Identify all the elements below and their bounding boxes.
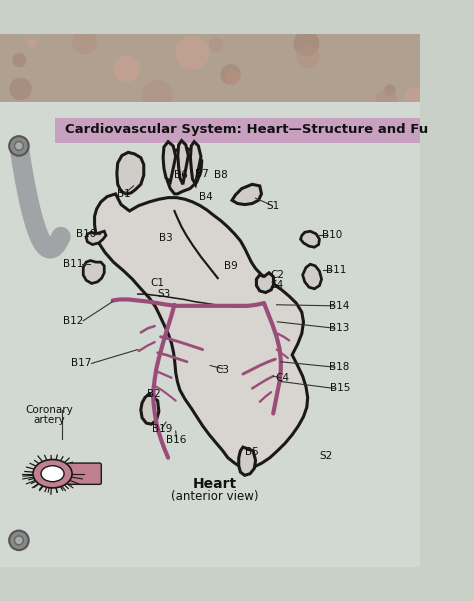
FancyBboxPatch shape xyxy=(0,103,420,567)
Text: B12: B12 xyxy=(64,316,84,326)
Circle shape xyxy=(9,136,28,156)
Text: B4: B4 xyxy=(199,192,213,201)
Text: S3: S3 xyxy=(157,288,171,299)
Polygon shape xyxy=(83,260,104,284)
Polygon shape xyxy=(191,142,201,185)
Text: B10: B10 xyxy=(76,229,96,239)
Text: B2: B2 xyxy=(147,389,161,399)
Circle shape xyxy=(384,85,396,96)
Circle shape xyxy=(175,36,210,70)
Text: B18: B18 xyxy=(329,362,350,372)
Circle shape xyxy=(9,531,28,550)
Text: Heart: Heart xyxy=(192,477,237,492)
Circle shape xyxy=(226,70,240,84)
Polygon shape xyxy=(301,231,319,247)
Polygon shape xyxy=(117,152,144,194)
Text: C3: C3 xyxy=(216,365,230,375)
FancyBboxPatch shape xyxy=(55,118,420,143)
Circle shape xyxy=(12,53,27,67)
Polygon shape xyxy=(239,447,255,475)
Ellipse shape xyxy=(33,460,72,488)
Circle shape xyxy=(15,142,23,150)
FancyBboxPatch shape xyxy=(0,102,420,117)
Circle shape xyxy=(375,89,397,111)
Polygon shape xyxy=(302,264,321,288)
Circle shape xyxy=(27,38,36,47)
Circle shape xyxy=(113,56,140,82)
Circle shape xyxy=(296,45,319,69)
Circle shape xyxy=(142,80,173,111)
Circle shape xyxy=(404,88,423,106)
Text: B14: B14 xyxy=(329,301,350,311)
Text: B11: B11 xyxy=(326,264,346,275)
Polygon shape xyxy=(178,141,188,185)
Polygon shape xyxy=(232,185,262,204)
Text: B17: B17 xyxy=(71,358,91,368)
Circle shape xyxy=(220,64,241,85)
Text: C2: C2 xyxy=(271,270,284,280)
Polygon shape xyxy=(86,231,106,245)
Text: B1: B1 xyxy=(117,189,131,199)
Text: B8: B8 xyxy=(214,170,228,180)
Text: Coronary: Coronary xyxy=(26,404,73,415)
Text: B15: B15 xyxy=(330,383,351,394)
Polygon shape xyxy=(256,273,274,293)
Text: B3: B3 xyxy=(159,233,173,243)
Text: B19: B19 xyxy=(152,424,172,435)
Text: B16: B16 xyxy=(166,435,187,445)
Polygon shape xyxy=(163,142,176,182)
Circle shape xyxy=(72,29,97,55)
Circle shape xyxy=(293,31,319,56)
Text: B6: B6 xyxy=(174,170,188,180)
Text: B9: B9 xyxy=(224,261,238,271)
Text: (anterior view): (anterior view) xyxy=(171,490,258,503)
Text: S2: S2 xyxy=(319,451,332,461)
Text: B11: B11 xyxy=(64,259,84,269)
Text: B13: B13 xyxy=(329,323,350,333)
Text: S4: S4 xyxy=(270,279,283,290)
Circle shape xyxy=(209,37,223,52)
FancyBboxPatch shape xyxy=(67,463,101,484)
Polygon shape xyxy=(95,194,308,468)
Ellipse shape xyxy=(41,466,64,481)
Polygon shape xyxy=(141,394,159,424)
Text: C4: C4 xyxy=(275,373,290,383)
Text: B7: B7 xyxy=(195,169,209,178)
Text: Cardiovascular System: Heart—Structure and Fu: Cardiovascular System: Heart—Structure a… xyxy=(65,123,428,136)
Text: artery: artery xyxy=(34,415,65,426)
Text: B10: B10 xyxy=(322,230,342,240)
Text: C1: C1 xyxy=(151,278,164,288)
Circle shape xyxy=(9,78,32,100)
Circle shape xyxy=(15,536,23,545)
Polygon shape xyxy=(166,148,202,194)
Text: S1: S1 xyxy=(266,201,280,210)
Text: B5: B5 xyxy=(246,447,259,457)
FancyBboxPatch shape xyxy=(0,34,420,103)
